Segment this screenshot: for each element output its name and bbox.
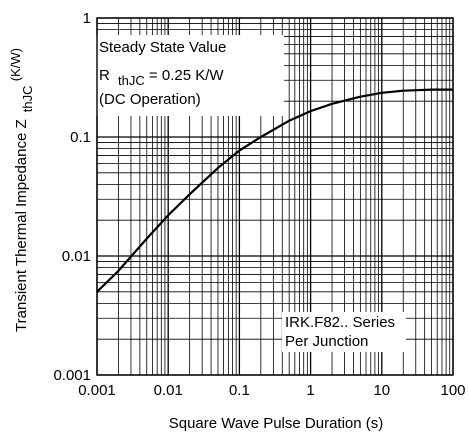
series-note-line1: IRK.F82.. Series xyxy=(285,314,395,331)
r-symbol: R xyxy=(99,67,110,84)
steady-state-line1: Steady State Value xyxy=(99,39,226,56)
x-tick-label: 1 xyxy=(306,382,314,399)
steady-state-line3: (DC Operation) xyxy=(99,91,201,108)
y-axis-label-unit: (K/W) xyxy=(8,48,23,81)
y-tick-label: 0.1 xyxy=(70,129,91,146)
series-note-annotation-bg xyxy=(282,312,406,352)
x-tick-label: 0.01 xyxy=(154,382,183,399)
x-tick-label: 0.1 xyxy=(229,382,250,399)
y-axis-label: Transient Thermal Impedance Z thJC (K/W) xyxy=(8,48,36,332)
r-subscript: thJC xyxy=(118,73,145,88)
plot-frame xyxy=(96,17,454,376)
x-tick-label: 10 xyxy=(373,382,390,399)
y-axis-label-subscript: thJC xyxy=(20,85,35,112)
x-tick-label: 100 xyxy=(440,382,465,399)
x-tick-labels: 0.001 0.01 0.1 1 10 100 xyxy=(78,382,465,399)
steady-state-annotation: Steady State Value R thJC = 0.25 K/W (DC… xyxy=(96,35,284,116)
y-tick-label: 1 xyxy=(83,10,91,27)
x-tick-label: 0.001 xyxy=(78,382,116,399)
y-axis-label-main: Transient Thermal Impedance Z xyxy=(13,119,30,332)
y-tick-labels: 0.001 0.01 0.1 1 xyxy=(53,10,91,384)
r-value: = 0.25 K/W xyxy=(149,67,224,84)
y-tick-label: 0.01 xyxy=(62,248,91,265)
series-line xyxy=(96,88,453,293)
y-tick-label: 0.001 xyxy=(53,367,91,384)
steady-state-annotation-bg xyxy=(96,35,284,116)
steady-state-line2: R thJC = 0.25 K/W xyxy=(99,67,224,89)
series-note-annotation: IRK.F82.. Series Per Junction xyxy=(282,312,406,352)
series-note-line2: Per Junction xyxy=(285,333,368,350)
x-axis-label: Square Wave Pulse Duration (s) xyxy=(169,415,384,432)
